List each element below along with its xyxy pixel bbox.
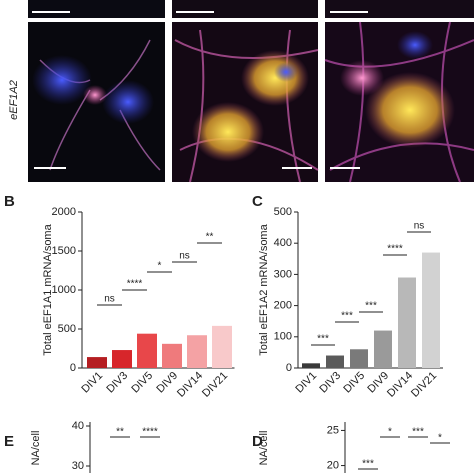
y-tick-label: 500	[58, 323, 76, 335]
y-tick-label: 25	[327, 424, 339, 436]
bar	[112, 350, 132, 368]
y-tick-label: 2000	[52, 206, 76, 218]
bar	[212, 325, 232, 368]
significance-label: *	[158, 261, 162, 272]
x-tick-label: DIV14	[175, 370, 205, 400]
significance-label: ***	[341, 311, 353, 322]
x-tick-label: DIV21	[409, 370, 439, 400]
significance-label: *	[388, 427, 392, 438]
bar	[374, 330, 392, 368]
y-axis-label: NA/cell	[30, 431, 42, 466]
significance-label: ns	[414, 221, 425, 232]
significance-label: **	[206, 232, 214, 243]
bar	[137, 333, 157, 368]
y-tick-label: 500	[274, 206, 292, 218]
x-tick-label: DIV21	[200, 370, 230, 400]
y-axis-label: Total eEF1A2 mRNA/soma	[258, 223, 270, 355]
significance-label: ****	[127, 279, 143, 290]
x-tick-label: DIV14	[385, 370, 415, 400]
y-tick-label: 1500	[52, 245, 76, 257]
microscopy-images	[28, 0, 474, 183]
y-tick-label: 0	[70, 362, 76, 374]
image-row-label: eEF1A2	[8, 80, 20, 120]
bar	[350, 349, 368, 368]
significance-label: ns	[104, 294, 115, 305]
y-tick-label: 300	[274, 268, 292, 280]
bar	[87, 357, 107, 368]
bar	[422, 252, 440, 368]
significance-label: ns	[179, 251, 190, 262]
y-tick-label: 200	[274, 300, 292, 312]
x-tick-label: DIV1	[79, 370, 105, 396]
x-tick-label: DIV5	[129, 370, 155, 396]
y-tick-label: 100	[274, 331, 292, 343]
y-tick-label: 30	[72, 460, 84, 472]
x-tick-label: DIV3	[104, 370, 130, 396]
panel-letter: C	[252, 193, 263, 210]
y-tick-label: 40	[72, 420, 84, 432]
significance-label: ****	[387, 244, 403, 255]
y-tick-label: 20	[327, 459, 339, 471]
significance-label: **	[116, 427, 124, 438]
panel-letter: E	[4, 433, 14, 450]
panel-letter: B	[4, 193, 15, 210]
x-tick-label: DIV3	[317, 370, 343, 396]
y-tick-label: 0	[286, 362, 292, 374]
y-axis-label: Total eEF1A1 mRNA/soma	[42, 223, 54, 355]
x-tick-label: DIV5	[341, 370, 367, 396]
bar	[162, 343, 182, 368]
bar	[187, 335, 207, 368]
significance-label: ***	[365, 301, 377, 312]
y-tick-label: 1000	[52, 284, 76, 296]
significance-label: ***	[317, 334, 329, 345]
y-axis-label: NA/cell	[258, 431, 270, 466]
significance-label: ****	[142, 427, 158, 438]
significance-label: *	[438, 433, 442, 444]
bar	[302, 363, 320, 368]
significance-label: ***	[412, 427, 424, 438]
panel-letter: D	[252, 433, 263, 450]
y-tick-label: 400	[274, 237, 292, 249]
bar	[326, 355, 344, 368]
significance-label: ***	[362, 459, 374, 470]
bar	[398, 277, 416, 368]
x-tick-label: DIV1	[293, 370, 319, 396]
